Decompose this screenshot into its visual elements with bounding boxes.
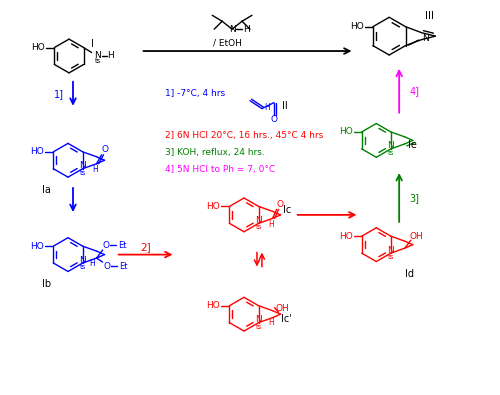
Text: OH: OH xyxy=(276,304,289,313)
Text: ts: ts xyxy=(256,224,262,230)
Text: ts: ts xyxy=(388,150,394,156)
Text: ts: ts xyxy=(388,254,394,260)
Text: HO: HO xyxy=(339,232,352,241)
Text: N: N xyxy=(256,315,262,324)
Text: O: O xyxy=(276,200,283,209)
Text: H: H xyxy=(92,165,98,174)
Text: I: I xyxy=(92,39,94,49)
Text: Ic: Ic xyxy=(282,205,291,215)
Text: 4] 5N HCl to Ph = 7, 0°C: 4] 5N HCl to Ph = 7, 0°C xyxy=(166,165,276,174)
Text: HO: HO xyxy=(30,147,44,156)
Text: Ia: Ia xyxy=(42,185,50,195)
Text: H: H xyxy=(268,220,274,229)
Text: HO: HO xyxy=(32,43,46,52)
Text: / EtOH: / EtOH xyxy=(212,39,242,47)
Text: Id: Id xyxy=(404,269,413,279)
Text: ts: ts xyxy=(94,58,101,64)
Text: N: N xyxy=(228,25,235,34)
Text: N: N xyxy=(388,141,394,150)
Text: OH: OH xyxy=(410,232,424,241)
Text: III: III xyxy=(424,11,434,21)
Text: HO: HO xyxy=(350,22,364,31)
Text: Ie: Ie xyxy=(408,140,416,150)
Text: Ib: Ib xyxy=(42,279,50,290)
Text: 4]: 4] xyxy=(409,86,419,96)
Text: N: N xyxy=(94,51,101,60)
Text: H: H xyxy=(90,259,96,267)
Text: HO: HO xyxy=(206,301,220,310)
Text: N: N xyxy=(388,246,394,255)
Text: Et: Et xyxy=(119,261,128,271)
Text: 3]: 3] xyxy=(409,193,419,203)
Text: H: H xyxy=(264,103,270,112)
Text: Et: Et xyxy=(118,241,126,250)
Text: 1]: 1] xyxy=(54,89,64,99)
Text: N: N xyxy=(256,216,262,225)
Text: ts: ts xyxy=(256,324,262,329)
Text: 1] -7°C, 4 hrs: 1] -7°C, 4 hrs xyxy=(166,89,226,98)
Text: 2]: 2] xyxy=(140,242,151,252)
Text: 2] 6N HCl 20°C, 16 hrs., 45°C 4 hrs: 2] 6N HCl 20°C, 16 hrs., 45°C 4 hrs xyxy=(166,131,324,140)
Text: II: II xyxy=(282,101,288,111)
Text: O: O xyxy=(103,261,110,271)
Text: HO: HO xyxy=(339,128,352,136)
Text: H: H xyxy=(242,25,250,34)
Text: HO: HO xyxy=(206,202,220,211)
Text: H: H xyxy=(268,318,274,327)
Text: Ic': Ic' xyxy=(282,314,292,324)
Text: O: O xyxy=(101,145,108,154)
Text: O: O xyxy=(270,115,278,124)
Text: O: O xyxy=(102,241,109,250)
Text: N: N xyxy=(422,34,429,43)
Text: N: N xyxy=(80,161,86,170)
Text: ts: ts xyxy=(80,170,86,176)
Text: H: H xyxy=(107,51,114,60)
Text: HO: HO xyxy=(30,242,44,251)
Text: 3] KOH, reflux, 24 hrs.: 3] KOH, reflux, 24 hrs. xyxy=(166,148,265,157)
Text: ts: ts xyxy=(80,264,86,270)
Text: N: N xyxy=(80,256,86,265)
